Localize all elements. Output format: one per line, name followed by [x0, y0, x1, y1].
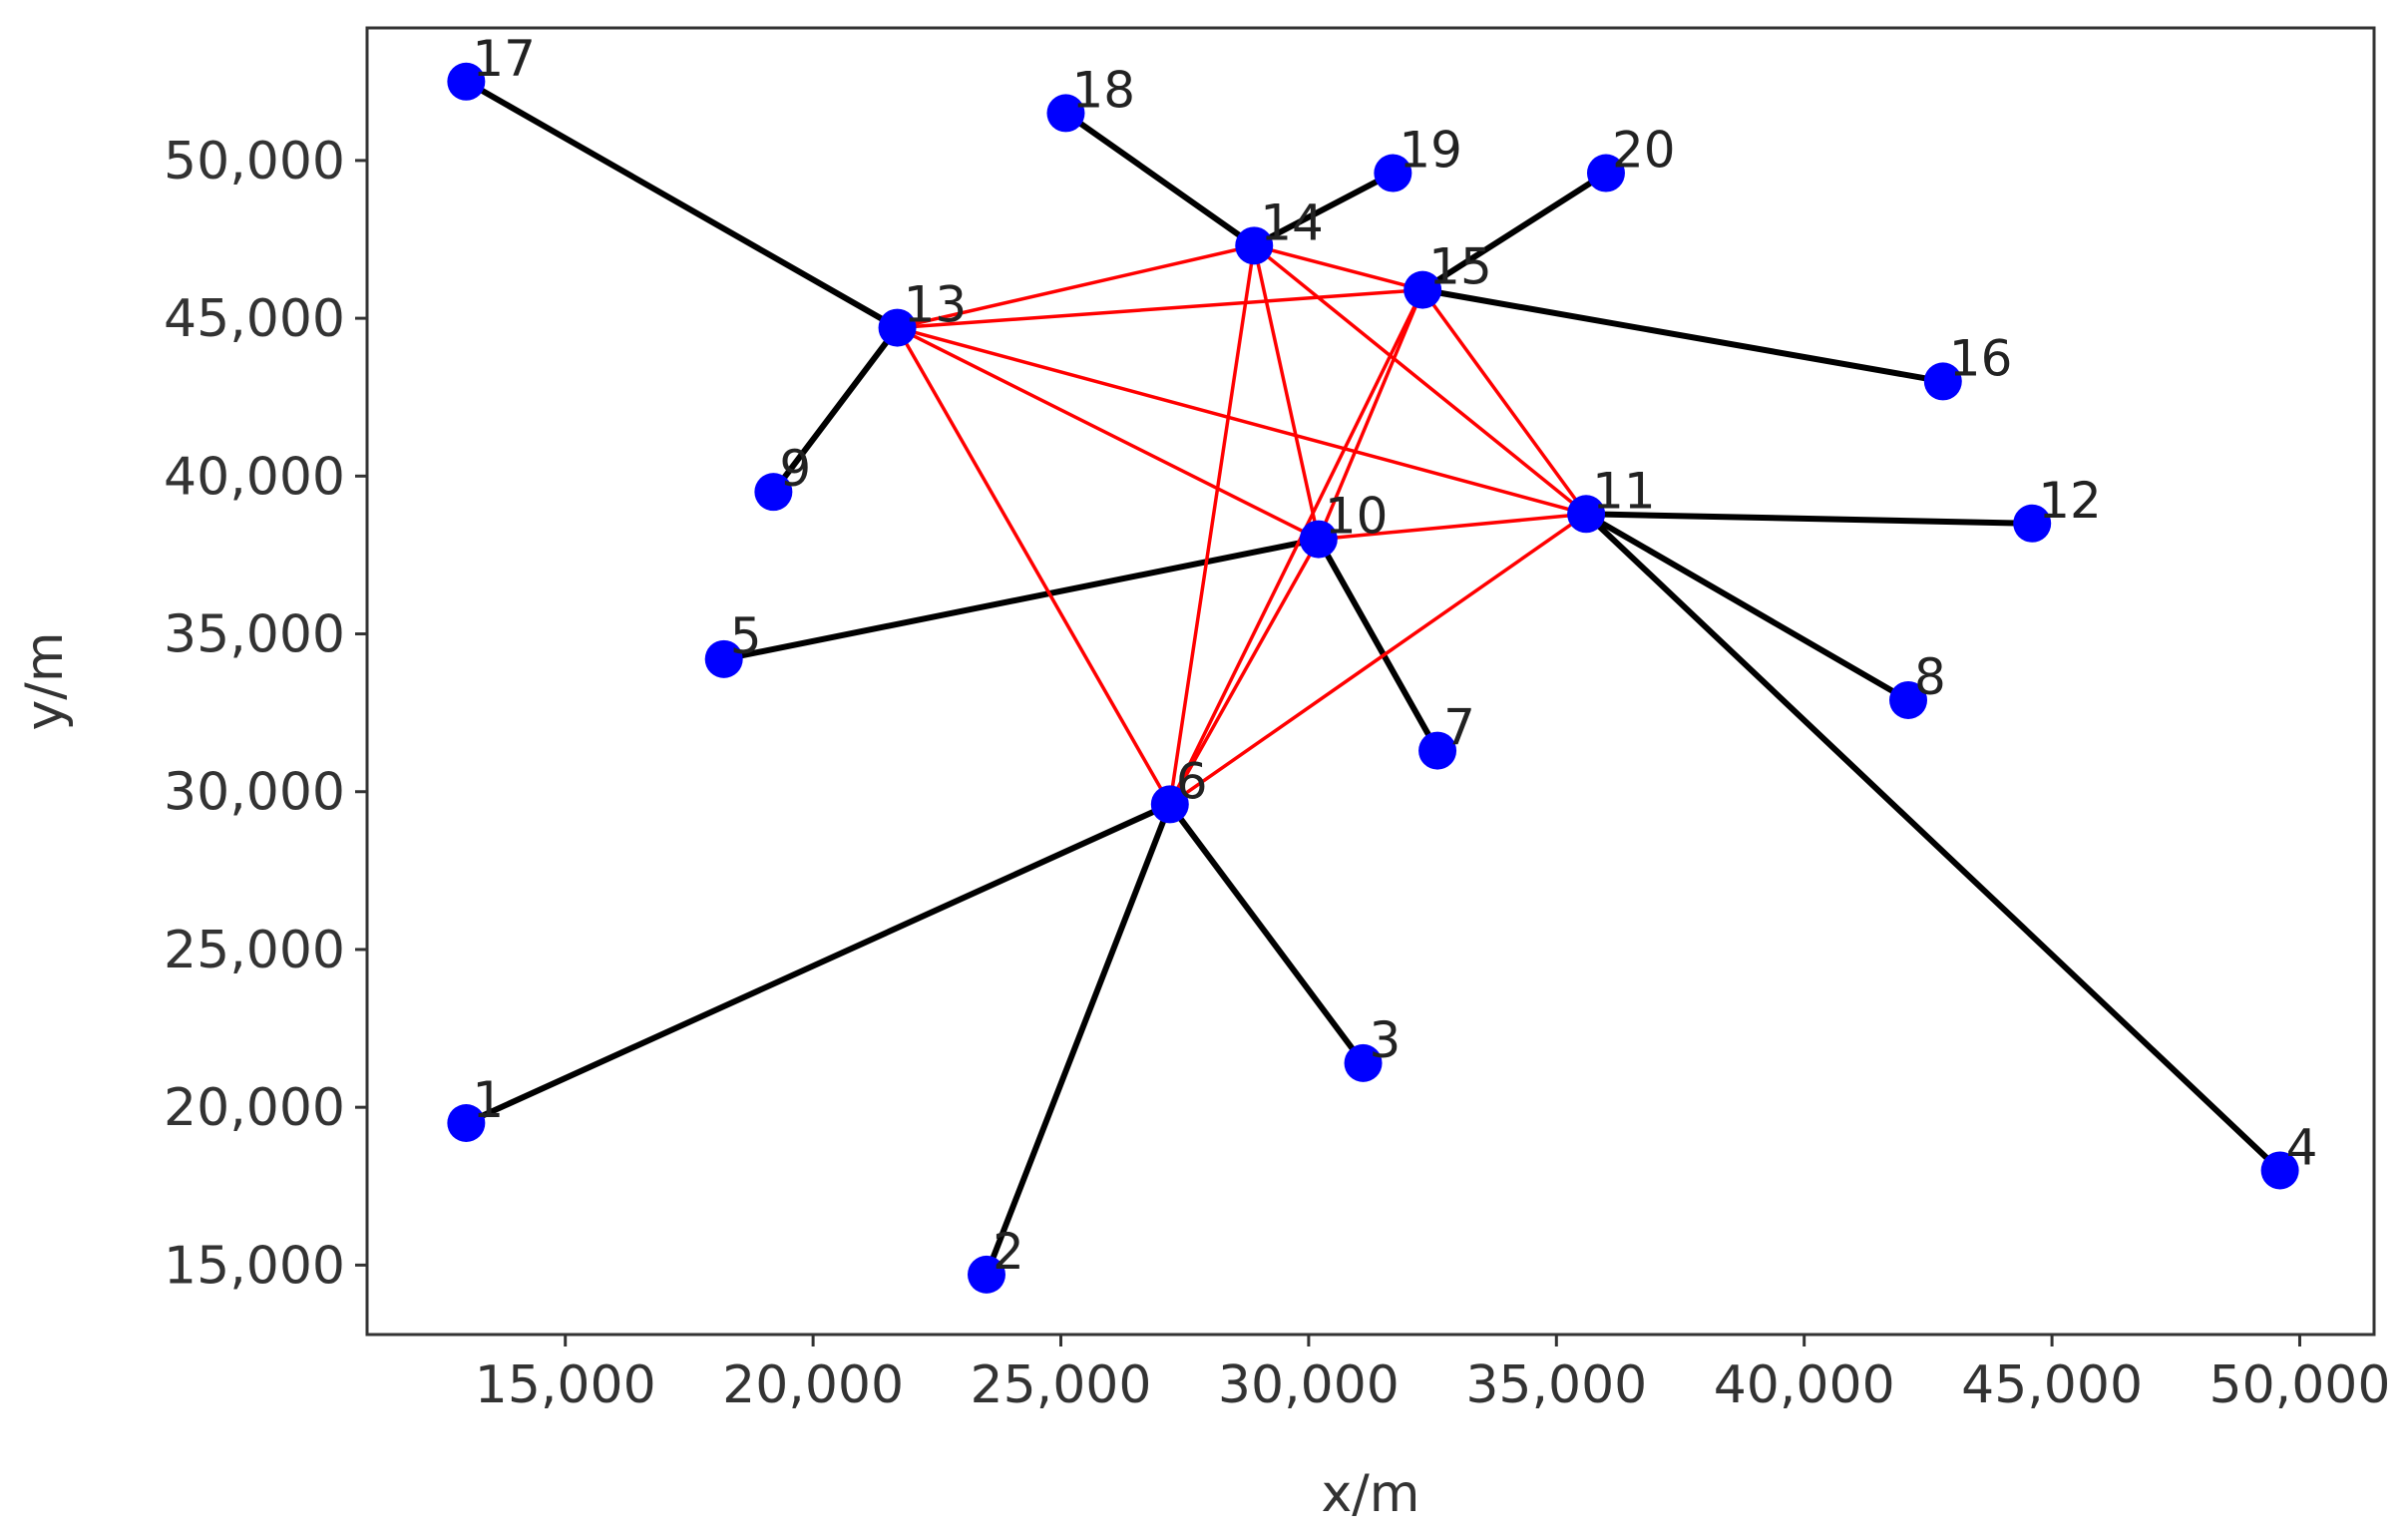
backbone-edges	[896, 243, 1588, 806]
node-point	[1374, 154, 1412, 192]
network-nodes	[447, 62, 2299, 1294]
y-tick-label: 35,000	[164, 605, 345, 665]
x-tick-label: 50,000	[2209, 1355, 2391, 1415]
access-edges	[463, 78, 2283, 1278]
node-label: 8	[1914, 648, 1946, 706]
node-label: 9	[779, 440, 811, 498]
node-label: 1	[472, 1071, 504, 1129]
node-label: 3	[1370, 1011, 1402, 1069]
x-tick-label: 45,000	[1961, 1355, 2143, 1415]
y-tick-label: 50,000	[164, 132, 345, 192]
node-point	[1344, 1043, 1383, 1082]
access-edge	[1419, 286, 1946, 385]
node-point	[447, 62, 486, 101]
node-label: 11	[1592, 462, 1656, 520]
plot-frame	[365, 26, 2376, 1337]
node-label: 5	[730, 607, 762, 665]
x-tick-label: 15,000	[475, 1355, 656, 1415]
backbone-edge	[1252, 244, 1321, 540]
x-tick-label: 30,000	[1218, 1355, 1400, 1415]
node-label: 2	[993, 1223, 1024, 1281]
access-edge	[1166, 801, 1367, 1066]
node-point	[2260, 1151, 2299, 1190]
node-label: 6	[1176, 752, 1208, 810]
x-tick-label: 40,000	[1714, 1355, 1895, 1415]
y-tick-label: 45,000	[164, 289, 345, 349]
y-tick-label: 40,000	[164, 447, 345, 507]
node-point	[967, 1255, 1005, 1294]
node-point	[1150, 785, 1189, 824]
node-point	[1299, 520, 1338, 559]
backbone-edge	[897, 243, 1255, 330]
backbone-edge	[1168, 245, 1256, 805]
node-point	[1567, 495, 1606, 534]
backbone-edge	[1168, 288, 1424, 806]
node-point	[878, 308, 917, 347]
access-edge	[463, 78, 901, 331]
node-point	[1586, 154, 1625, 192]
node-point	[754, 473, 793, 512]
backbone-edge	[897, 287, 1423, 330]
node-label: 10	[1325, 488, 1389, 546]
access-edge	[770, 324, 901, 496]
y-tick-label: 25,000	[164, 921, 345, 980]
access-edge	[463, 801, 1173, 1126]
node-point	[447, 1103, 486, 1142]
access-edge	[983, 801, 1173, 1278]
backbone-edge	[1253, 243, 1588, 516]
node-point	[1923, 362, 1962, 401]
node-label: 19	[1399, 122, 1462, 180]
node-point	[1235, 226, 1274, 265]
x-tick-label: 20,000	[722, 1355, 904, 1415]
backbone-edge	[1420, 288, 1588, 516]
node-label: 18	[1071, 61, 1135, 119]
access-edge	[1583, 511, 2283, 1174]
backbone-edge	[1317, 288, 1424, 541]
backbone-edge	[896, 326, 1172, 806]
backbone-edge	[1318, 512, 1587, 542]
y-axis-ticks: 15,000 20,000 25,000 30,000 35,000 40,000 45,0…	[164, 132, 367, 1296]
y-tick-label: 20,000	[164, 1078, 345, 1138]
access-edge	[1583, 511, 2036, 527]
node-label: 4	[2286, 1118, 2318, 1176]
backbone-edge	[896, 326, 1320, 542]
node-point	[1889, 680, 1928, 719]
x-tick-label: 25,000	[971, 1355, 1152, 1415]
node-label: 17	[472, 30, 536, 88]
node-label: 7	[1443, 699, 1475, 757]
node-label: 16	[1949, 329, 2013, 387]
node-point	[1404, 270, 1442, 309]
node-point	[2013, 504, 2052, 543]
x-axis-title: x/m	[1322, 1464, 1420, 1524]
backbone-edge	[897, 325, 1587, 516]
node-label: 13	[904, 276, 968, 334]
y-tick-label: 30,000	[164, 763, 345, 823]
backbone-edge	[1168, 512, 1588, 806]
x-axis-ticks: 15,000 20,000 25,000 30,000 35,000 40,000 45,0…	[475, 1335, 2391, 1415]
node-label: 14	[1260, 193, 1324, 251]
node-point	[1418, 731, 1457, 770]
node-label: 20	[1612, 122, 1676, 180]
backbone-edge	[1168, 538, 1321, 806]
access-edge	[1583, 511, 1912, 703]
node-label: 15	[1428, 238, 1492, 296]
y-tick-label: 15,000	[164, 1236, 345, 1296]
access-edge	[1251, 170, 1397, 249]
node-label: 12	[2038, 472, 2102, 530]
access-edge	[1315, 536, 1441, 754]
backbone-edge	[1253, 243, 1423, 292]
node-point	[704, 639, 743, 678]
x-tick-label: 35,000	[1465, 1355, 1647, 1415]
access-edge	[1062, 110, 1258, 249]
access-edge	[720, 536, 1322, 662]
node-point	[1046, 94, 1085, 133]
access-edge	[1419, 170, 1609, 293]
y-axis-title: y/m	[15, 632, 75, 731]
